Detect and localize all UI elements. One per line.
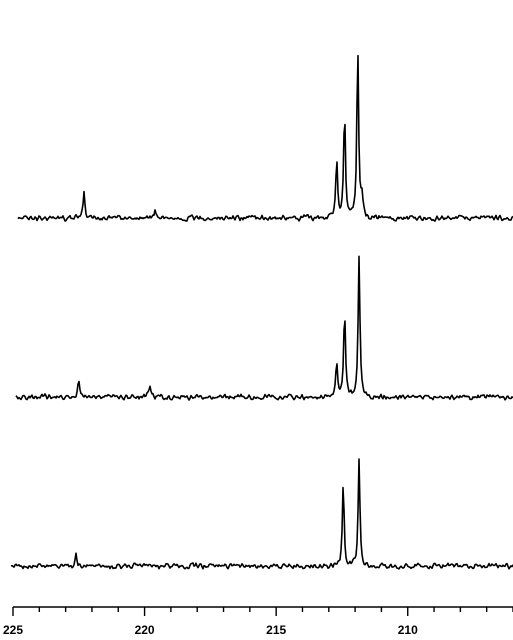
peak-marker — [154, 206, 157, 209]
x-minor-ticks — [38, 607, 513, 612]
peak-marker — [335, 158, 338, 161]
x-axis: 225 220 215 210 — [3, 606, 513, 637]
x-major-ticks — [12, 607, 409, 616]
x-tick-labels: 225 220 215 210 — [3, 623, 418, 637]
spectrum-trace-2 — [15, 255, 513, 401]
peak-marker — [342, 481, 345, 484]
peak-marker — [343, 113, 346, 116]
x-tick-label: 225 — [3, 623, 23, 637]
spectra-layer — [10, 48, 513, 570]
x-tick-label: 220 — [135, 623, 155, 637]
peak-marker — [343, 311, 346, 314]
x-tick-label: 215 — [266, 623, 286, 637]
x-tick-label: 210 — [398, 623, 418, 637]
spectrum-trace-3 — [10, 458, 513, 570]
peak-marker — [356, 48, 359, 51]
spectrum-trace-1 — [17, 54, 513, 222]
